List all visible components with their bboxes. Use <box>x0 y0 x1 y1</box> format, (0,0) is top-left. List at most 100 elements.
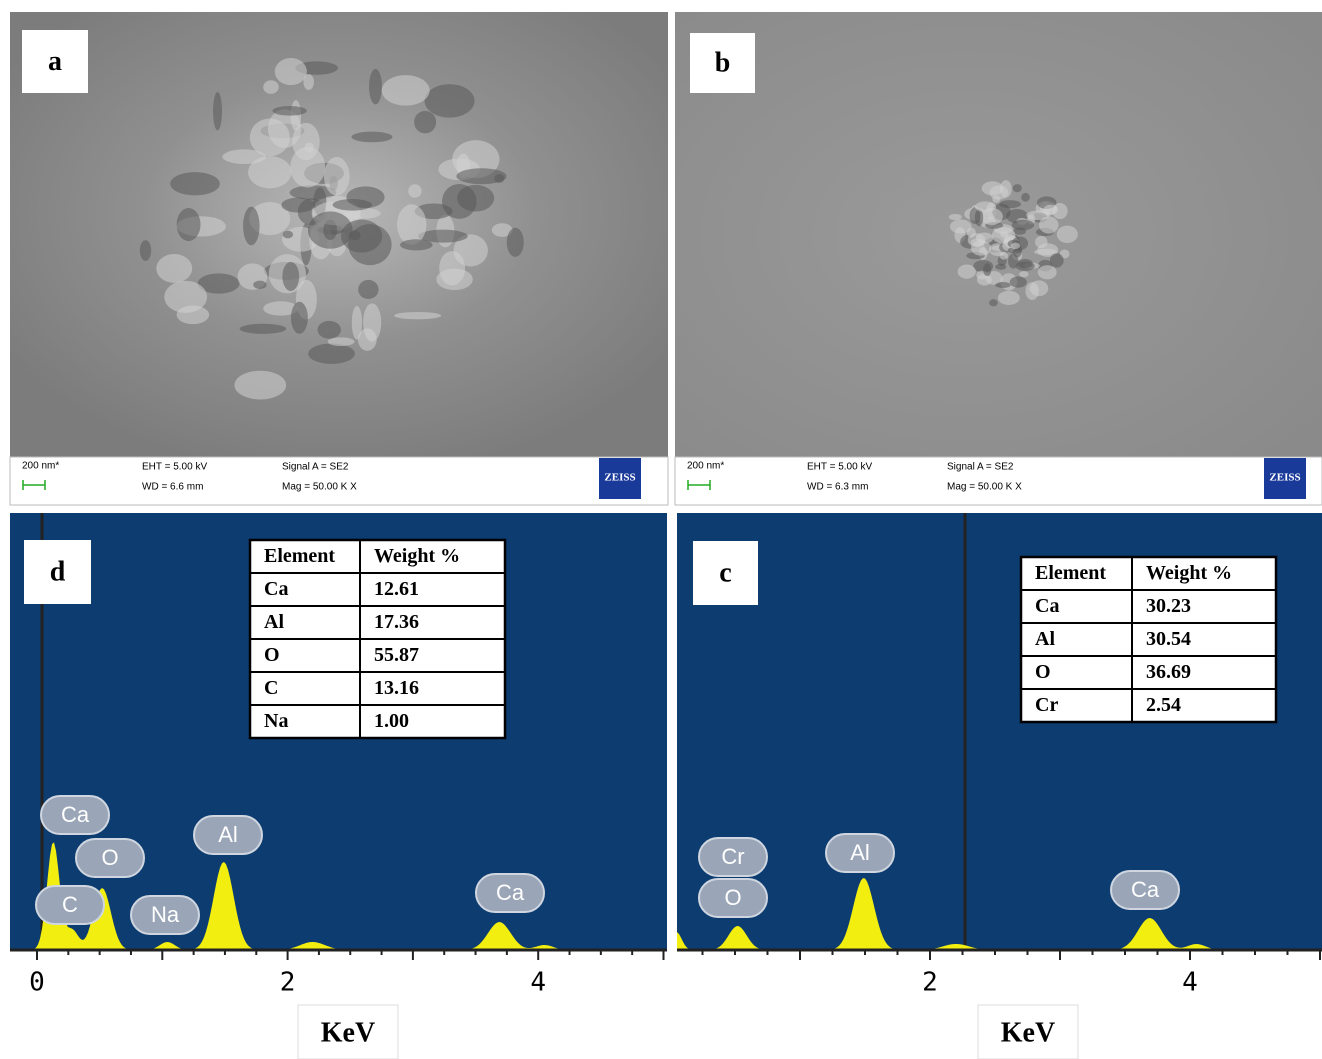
sem-particle <box>1000 180 1012 198</box>
sem-particle <box>397 204 426 244</box>
table-cell: 2.54 <box>1146 694 1181 716</box>
sem-particle <box>1013 184 1022 192</box>
page: {"panels": [ {"label": "a", "scale_bar":… <box>0 0 1322 1059</box>
sem-particle <box>290 147 325 188</box>
sem-particle <box>243 207 259 246</box>
sem-particle <box>989 299 998 306</box>
peak-label: O <box>101 845 118 870</box>
eds-panel: 024CaOCNaAlCadElementWeight %Ca12.61Al17… <box>10 513 667 1059</box>
sem-particle <box>1000 252 1009 260</box>
sem-particle <box>1044 205 1059 215</box>
sem-image <box>675 12 1322 457</box>
mag: Mag = 50.00 K X <box>282 482 357 493</box>
panel-label: d <box>50 556 66 587</box>
peak-label: C <box>62 892 78 917</box>
eht: EHT = 5.00 kV <box>807 462 872 473</box>
sem-particle <box>351 132 392 143</box>
table-cell: Cr <box>1035 694 1058 716</box>
peak-label: Al <box>218 822 238 847</box>
x-axis-title: KeV <box>1001 1017 1055 1048</box>
sem-particle <box>318 321 341 339</box>
sem-particle <box>333 199 373 211</box>
table-cell: 12.61 <box>374 578 419 600</box>
sem-particle <box>275 58 307 85</box>
sem-particle <box>1039 216 1059 233</box>
peak-label: O <box>724 885 741 910</box>
sem-particle <box>995 282 1010 288</box>
sem-particle <box>140 240 151 261</box>
peak-label: Ca <box>496 880 525 905</box>
x-tick-label: 4 <box>530 968 546 998</box>
sem-particle <box>958 265 976 279</box>
sem-particle <box>1019 271 1029 277</box>
sem-particle <box>998 291 1020 305</box>
sem-particle <box>442 184 477 219</box>
table-cell: 13.16 <box>374 677 419 699</box>
sem-particle <box>328 337 355 346</box>
sem-particle <box>281 198 315 213</box>
sem-particle <box>1000 231 1008 237</box>
table-header: Weight % <box>374 545 460 567</box>
sem-particle <box>324 157 350 196</box>
table-cell: 36.69 <box>1146 661 1191 683</box>
sem-particle <box>282 262 299 291</box>
sem-particle <box>1012 220 1035 230</box>
x-tick-label: 4 <box>1182 968 1198 998</box>
sem-particle <box>263 80 279 94</box>
sem-particle <box>382 75 430 106</box>
table-cell: C <box>264 677 278 699</box>
sem-particle <box>253 281 266 289</box>
peak-label: Ca <box>1131 877 1160 902</box>
sem-particle <box>1050 253 1064 267</box>
signal: Signal A = SE2 <box>282 462 349 473</box>
sem-particle <box>164 281 207 313</box>
sem-particle <box>308 344 355 364</box>
table-header: Weight % <box>1146 562 1232 584</box>
sem-particle <box>414 111 436 134</box>
sem-particle <box>273 106 307 116</box>
composition-table: ElementWeight %Ca12.61Al17.36O55.87C13.1… <box>250 540 505 738</box>
mag: Mag = 50.00 K X <box>947 482 1022 493</box>
wd: WD = 6.6 mm <box>142 482 203 493</box>
sem-panel: a200 nm*EHT = 5.00 kVWD = 6.6 mmSignal A… <box>10 12 668 505</box>
logo: ZEISS <box>1269 472 1300 484</box>
table-cell: 30.23 <box>1146 595 1191 617</box>
wd: WD = 6.3 mm <box>807 482 868 493</box>
table-cell: Al <box>1035 628 1055 650</box>
sem-particle <box>394 312 441 319</box>
sem-particle <box>1010 276 1027 287</box>
sem-particle <box>240 324 287 334</box>
sem-particle <box>1011 243 1021 249</box>
sem-particle <box>156 254 192 283</box>
sem-particle <box>358 280 378 299</box>
sem-particle <box>400 239 433 250</box>
table-cell: Na <box>264 710 288 732</box>
axis-strip <box>677 950 1322 1003</box>
sem-particle <box>975 201 996 212</box>
table-cell: Al <box>264 611 284 633</box>
sem-particle <box>213 92 222 130</box>
sem-particle <box>1057 226 1078 243</box>
sem-particle <box>1021 193 1030 202</box>
panel-label: c <box>719 557 731 588</box>
axis-strip <box>10 950 667 1003</box>
sem-particle <box>425 84 475 118</box>
table-cell: Ca <box>264 578 288 600</box>
sem-particle <box>177 208 201 241</box>
sem-image <box>10 12 668 457</box>
peak-label: Na <box>151 902 180 927</box>
figure: a200 nm*EHT = 5.00 kVWD = 6.6 mmSignal A… <box>0 0 1322 1059</box>
x-tick-label: 0 <box>29 968 45 998</box>
sem-particle <box>1025 282 1038 300</box>
table-cell: 30.54 <box>1146 628 1191 650</box>
peak-label: Cr <box>721 844 744 869</box>
sem-particle <box>408 184 421 198</box>
table-header: Element <box>264 545 335 567</box>
sem-particle <box>369 69 382 104</box>
x-tick-label: 2 <box>922 968 938 998</box>
sem-particle <box>983 263 991 276</box>
scale-bar-label: 200 nm* <box>687 461 724 472</box>
sem-particle <box>949 214 962 220</box>
table-cell: O <box>264 644 280 666</box>
